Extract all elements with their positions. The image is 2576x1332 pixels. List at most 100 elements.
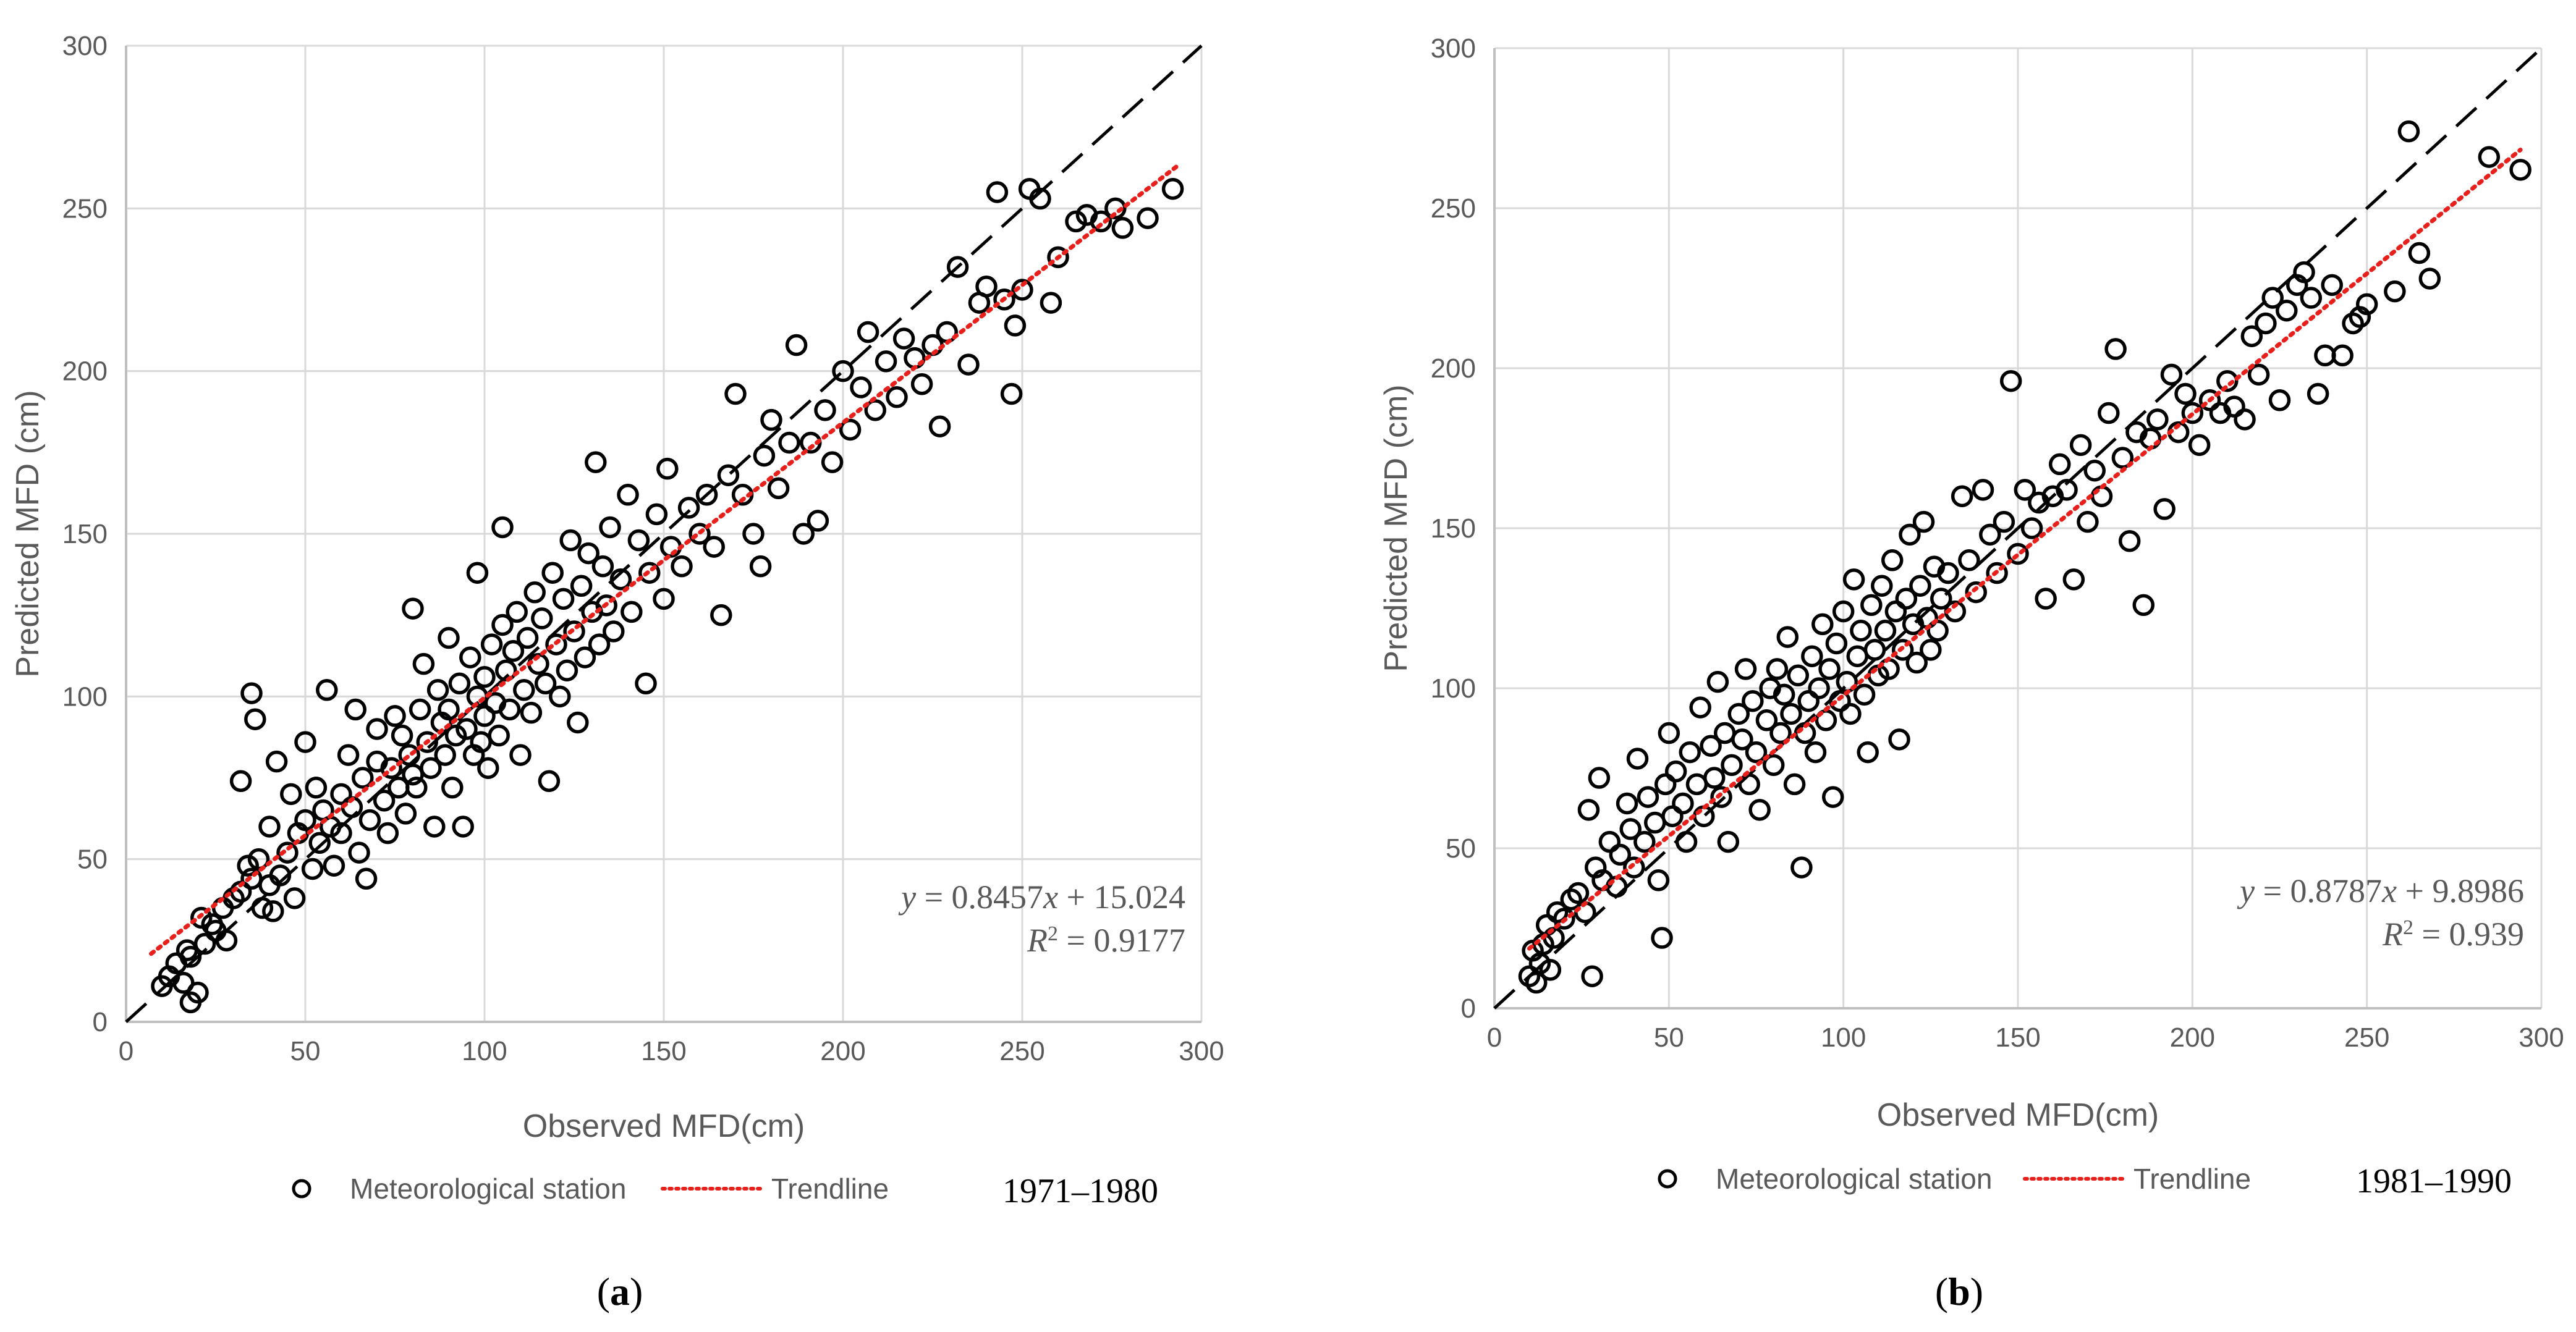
data-point	[2509, 159, 2532, 181]
data-point	[1040, 292, 1062, 314]
data-point	[1738, 773, 1760, 796]
data-point	[323, 854, 345, 877]
data-point	[2160, 363, 2183, 386]
data-point	[459, 646, 481, 668]
data-point	[2098, 402, 2120, 424]
data-point	[2240, 325, 2263, 347]
data-point	[426, 679, 449, 701]
legend-station-label: Meteorological station	[350, 1173, 626, 1205]
data-point	[1780, 702, 1802, 725]
data-point	[559, 529, 582, 552]
data-point	[1661, 805, 1684, 827]
data-point	[455, 718, 478, 740]
x-tick-label: 150	[641, 1036, 686, 1066]
legend-station-label: Meteorological station	[1716, 1163, 1992, 1195]
data-point	[477, 757, 499, 779]
data-point	[1818, 658, 1841, 680]
regression-equation: y = 0.8787x + 9.8986	[2237, 872, 2524, 909]
data-point	[305, 777, 328, 799]
data-point	[621, 601, 643, 623]
y-tick-label: 0	[93, 1007, 108, 1037]
data-point	[749, 555, 772, 578]
data-point	[1783, 773, 1806, 796]
data-point	[1658, 722, 1680, 744]
data-point	[509, 744, 532, 766]
data-point	[2478, 146, 2501, 168]
y-tick-label: 200	[62, 356, 108, 387]
data-point	[172, 972, 195, 994]
data-point	[1972, 479, 1994, 501]
r2-exponent: 2	[1048, 922, 1058, 945]
y-tick-label: 150	[1431, 513, 1476, 544]
data-point	[1710, 786, 1732, 808]
r2-label: R	[2382, 916, 2403, 953]
chart-panel-b: 0 50 100 150 200 250 300 0 50 100 150 200 250 300 y =…	[1378, 33, 2564, 1313]
data-point	[1675, 830, 1698, 853]
data-point	[760, 408, 782, 431]
data-point	[1161, 177, 1184, 200]
y-axis-label: Predicted MFD (cm)	[1378, 384, 1414, 672]
data-point	[677, 497, 700, 519]
legend-marker-icon	[292, 1179, 311, 1199]
data-point	[1664, 760, 1687, 783]
data-point	[2007, 542, 2029, 565]
data-point	[438, 698, 460, 721]
data-point	[753, 444, 776, 467]
data-point	[1787, 664, 1810, 687]
data-point	[1999, 369, 2022, 392]
data-point	[2342, 312, 2364, 335]
data-point	[975, 275, 998, 298]
data-point	[928, 415, 951, 437]
data-point	[373, 790, 396, 812]
data-point	[2255, 312, 2277, 335]
data-point	[1706, 670, 1729, 693]
data-point	[1905, 651, 1928, 674]
eq-lhs: y	[2237, 872, 2255, 909]
data-point	[688, 523, 711, 545]
data-point	[516, 626, 539, 649]
data-point	[294, 731, 316, 753]
data-point	[1727, 702, 1750, 725]
data-point	[2146, 408, 2169, 431]
data-point	[1857, 741, 1879, 764]
data-point	[1797, 689, 1820, 712]
data-point	[1769, 722, 1792, 744]
data-point	[2223, 395, 2245, 418]
data-point	[1623, 856, 1645, 879]
data-point	[265, 750, 288, 773]
panel-letter: b	[1948, 1270, 1970, 1313]
data-point	[376, 822, 399, 845]
data-point	[506, 601, 528, 623]
data-point	[1895, 588, 1918, 610]
legend: Meteorological station Trendline	[1658, 1163, 2251, 1195]
data-point	[588, 633, 611, 655]
data-point	[1567, 882, 1590, 904]
data-point	[1637, 786, 1659, 808]
data-point	[807, 510, 829, 532]
data-point	[821, 451, 844, 473]
data-point	[1881, 549, 1904, 571]
data-point	[1672, 792, 1694, 815]
data-point	[402, 597, 424, 620]
data-point	[1874, 620, 1897, 642]
data-point	[1000, 382, 1023, 405]
data-point	[280, 783, 302, 806]
r-squared: R2 = 0.939	[2382, 916, 2524, 953]
x-tick-label: 200	[820, 1036, 865, 1066]
data-point	[549, 685, 571, 708]
data-point	[187, 981, 209, 1004]
trendline	[1527, 148, 2523, 951]
data-point	[1734, 658, 1757, 680]
data-point	[2355, 293, 2378, 316]
data-point	[1577, 799, 1600, 821]
data-point	[1804, 741, 1827, 764]
data-point	[638, 562, 661, 584]
data-point	[502, 639, 525, 662]
data-point	[1912, 510, 1935, 533]
data-point	[875, 350, 897, 373]
chart-panel-a: 0 50 100 150 200 250 300 0 50 100 150 200 250 300 y =…	[10, 31, 1224, 1313]
data-point	[1958, 549, 1980, 571]
data-point	[2307, 382, 2329, 405]
data-point	[1717, 830, 1740, 853]
data-point	[1808, 677, 1830, 699]
